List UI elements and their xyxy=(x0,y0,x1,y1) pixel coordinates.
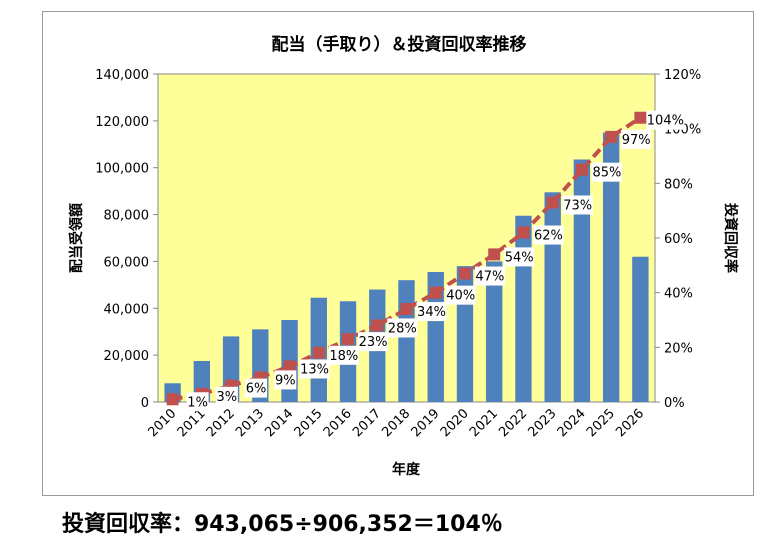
x-tick-label: 2025 xyxy=(584,406,618,440)
rate-label-2026: 104% xyxy=(647,114,684,129)
rate-label-2015: 18% xyxy=(329,349,358,364)
x-tick-label: 2011 xyxy=(175,406,209,440)
bar-2025 xyxy=(602,132,620,403)
label-bg-2026 xyxy=(646,110,685,130)
bar-2018 xyxy=(398,280,415,402)
x-axis-ticks: 2010201120122013201420152016201720182019… xyxy=(145,406,647,440)
marker-2026 xyxy=(634,111,647,124)
x-tick-label: 2014 xyxy=(262,406,296,440)
x-tick-label: 2023 xyxy=(525,406,559,440)
marker-2022 xyxy=(517,226,530,239)
marker-2016 xyxy=(342,333,355,346)
rate-label-2021: 54% xyxy=(505,250,534,265)
x-tick-label: 2026 xyxy=(613,406,647,440)
rate-label-2011: 3% xyxy=(217,390,238,405)
label-bg-2018 xyxy=(416,302,447,322)
label-bg-2021 xyxy=(504,247,535,267)
x-tick-label: 2020 xyxy=(438,406,472,440)
label-bg-2025 xyxy=(621,129,652,149)
left-axis-ticks: 0 20,000 40,000 60,000 80,000 100,000 120,000 1… xyxy=(95,68,158,411)
right-tick-label: 40% xyxy=(664,287,693,302)
label-bg-2024 xyxy=(591,162,622,182)
left-tick-label: 120,000 xyxy=(95,115,149,130)
x-axis-title: 年度 xyxy=(392,461,421,478)
x-tick-label: 2019 xyxy=(409,406,443,440)
right-tick-label: 0% xyxy=(664,396,685,411)
bar-2026 xyxy=(632,256,649,402)
rate-label-2014: 13% xyxy=(300,362,329,377)
left-tick-label: 0 xyxy=(141,396,149,411)
rate-label-2025: 97% xyxy=(622,133,651,148)
x-tick-label: 2015 xyxy=(292,406,326,440)
x-tick-label: 2021 xyxy=(467,406,501,440)
left-tick-label: 20,000 xyxy=(104,349,150,364)
label-bg-2011 xyxy=(215,386,238,406)
x-tick-label: 2022 xyxy=(496,406,530,440)
bar-2022 xyxy=(515,215,532,402)
x-tick-label: 2012 xyxy=(204,406,238,440)
bar-2021 xyxy=(486,261,503,402)
marker-2019 xyxy=(429,286,442,299)
x-tick-label: 2016 xyxy=(321,406,355,440)
bar-2024 xyxy=(573,159,591,402)
x-tick-label: 2017 xyxy=(350,406,384,440)
rate-label-2013: 9% xyxy=(275,373,296,388)
x-tick-label: 2010 xyxy=(145,406,179,440)
chart-frame: 配当（手取り）＆投資回収率推移 0 20,000 40,000 60,000 80,00… xyxy=(42,11,754,496)
left-tick-label: 100,000 xyxy=(95,162,149,177)
rate-label-2019: 40% xyxy=(446,289,475,304)
left-tick-label: 140,000 xyxy=(95,68,149,83)
label-bg-2013 xyxy=(274,370,297,390)
y-right-axis-title: 投資回収率 xyxy=(722,203,739,273)
marker-2025 xyxy=(605,130,618,143)
rate-label-2017: 28% xyxy=(388,321,417,336)
right-tick-label: 20% xyxy=(664,341,693,356)
rate-label-2012: 6% xyxy=(246,382,267,397)
chart-title: 配当（手取り）＆投資回収率推移 xyxy=(272,34,527,55)
label-bg-2022 xyxy=(533,225,564,245)
marker-2023 xyxy=(546,196,559,209)
label-bg-2010 xyxy=(186,392,209,412)
rate-label-2024: 85% xyxy=(592,166,621,181)
right-tick-label: 120% xyxy=(664,68,701,83)
right-tick-label: 60% xyxy=(664,232,693,247)
marker-2018 xyxy=(400,303,413,316)
bar-2023 xyxy=(544,192,561,402)
rate-label-2022: 62% xyxy=(534,229,563,244)
rate-label-2020: 47% xyxy=(476,270,505,285)
chart-svg: 配当（手取り）＆投資回収率推移 0 20,000 40,000 60,000 80,00… xyxy=(68,34,739,478)
x-tick-label: 2024 xyxy=(555,406,589,440)
x-tick-label: 2018 xyxy=(379,406,413,440)
rate-label-2010: 1% xyxy=(187,395,208,410)
left-tick-label: 80,000 xyxy=(104,209,150,224)
rate-label-2023: 73% xyxy=(563,198,592,213)
y-left-axis-title: 配当受領額 xyxy=(68,203,85,273)
label-bg-2015 xyxy=(328,345,359,365)
marker-2014 xyxy=(283,360,296,373)
label-bg-2017 xyxy=(387,318,418,338)
marker-2020 xyxy=(458,267,471,280)
x-tick-label: 2013 xyxy=(233,406,267,440)
marker-2015 xyxy=(312,346,325,359)
left-tick-label: 60,000 xyxy=(104,255,150,270)
label-bg-2014 xyxy=(299,359,330,379)
label-bg-2019 xyxy=(445,285,476,305)
right-tick-label: 80% xyxy=(664,177,693,192)
point-labels: 1% 3% 6% 9% 13%18%23%28%34%40%47%54%62% 73% 85… xyxy=(186,110,685,412)
rate-label-2018: 34% xyxy=(417,305,446,320)
marker-2017 xyxy=(371,319,384,332)
rate-label-2016: 23% xyxy=(359,335,388,350)
label-bg-2023 xyxy=(562,195,593,215)
label-bg-2016 xyxy=(358,332,389,352)
marker-2021 xyxy=(488,248,501,261)
marker-2010 xyxy=(166,393,179,406)
footer-formula: 投資回収率：943,065÷906,352＝104％ xyxy=(62,512,503,537)
marker-2024 xyxy=(575,163,588,176)
label-bg-2020 xyxy=(474,266,505,286)
label-bg-2012 xyxy=(245,378,268,398)
left-tick-label: 40,000 xyxy=(104,302,150,317)
